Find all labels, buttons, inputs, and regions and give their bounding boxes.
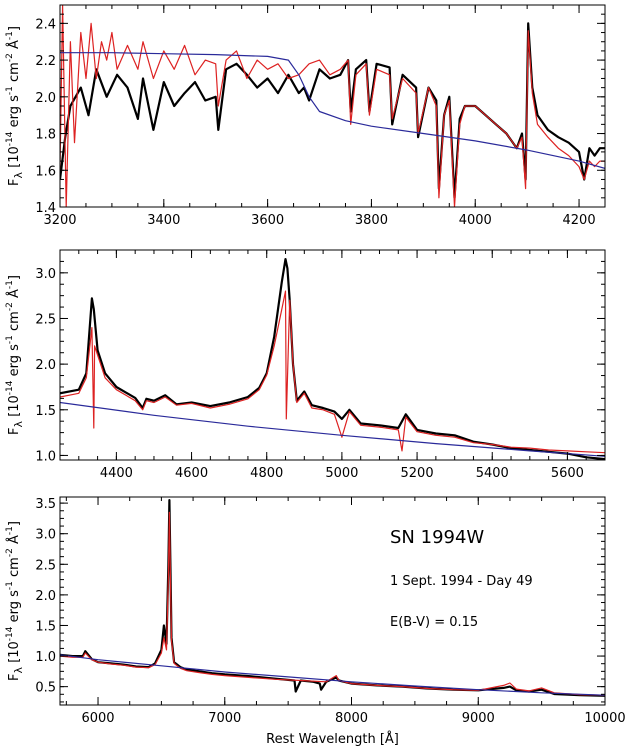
- y-axis-label: Fλ [10-14 erg s-1 cm-2 Å-1]: [5, 521, 25, 681]
- y-tick-label: 2.0: [35, 91, 56, 106]
- x-tick-label: 10000: [584, 711, 625, 726]
- x-tick-label: 7000: [208, 711, 241, 726]
- x-tick-label: 4400: [100, 466, 133, 481]
- y-label-exp14: -14: [5, 131, 15, 146]
- plot-frame: [59, 249, 606, 461]
- y-label-exp-ang: -1: [5, 526, 15, 535]
- y-label-f: F: [7, 673, 22, 680]
- series-line-0: [60, 499, 605, 697]
- y-tick-label: 2.0: [35, 358, 56, 373]
- series-group: [60, 5, 605, 207]
- x-tick-label: 3600: [251, 213, 284, 228]
- y-label-exp-s: -1: [5, 581, 15, 590]
- y-label-lambda: λ: [12, 171, 25, 178]
- y-tick-label: 1.8: [35, 128, 56, 143]
- y-label-lambda: λ: [12, 666, 25, 673]
- y-axis-label: Fλ [10-14 erg s-1 cm-2 Å-1]: [5, 275, 25, 435]
- x-tick-label: 3400: [147, 213, 180, 228]
- y-label-erg: erg s: [7, 95, 22, 132]
- x-tick-label: 5200: [401, 466, 434, 481]
- x-tick-label: 3800: [355, 213, 388, 228]
- series-line-2: [60, 52, 605, 169]
- y-label-ang: Å: [6, 535, 22, 548]
- series-line-0: [60, 258, 605, 460]
- plot-frame: [59, 496, 606, 706]
- annotation-date: 1 Sept. 1994 - Day 49: [390, 574, 533, 589]
- y-label-ten: [10: [7, 146, 22, 172]
- y-label-exp-s: -1: [5, 86, 15, 95]
- panel-top: 3200 3400 3600 3800 4000 4200 1.4 1.6 1.8 2.0 2.2 2…: [5, 4, 606, 228]
- y-label-cm: cm: [7, 311, 22, 335]
- y-label-ten: [10: [7, 641, 22, 667]
- y-tick-label: 1.5: [35, 619, 56, 634]
- x-tick-label: 5600: [551, 466, 584, 481]
- series-line-1: [60, 511, 605, 696]
- y-label-exp-ang: -1: [5, 31, 15, 40]
- x-tick-label: 8000: [335, 711, 368, 726]
- x-tick-label: 5000: [325, 466, 358, 481]
- series-group: [60, 258, 605, 460]
- y-label-exp14: -14: [5, 626, 15, 641]
- x-tick-label: 4200: [563, 213, 596, 228]
- y-tick-label: 2.5: [35, 558, 56, 573]
- y-label-cm: cm: [7, 62, 22, 86]
- x-axis-label: Rest Wavelength [Å]: [266, 731, 399, 747]
- y-label-close: ]: [7, 26, 22, 31]
- y-label-exp-ang: -1: [5, 280, 15, 289]
- annotation-extinction: E(B-V) = 0.15: [390, 615, 478, 630]
- y-label-exp-cm: -2: [5, 53, 15, 62]
- y-tick-label: 2.0: [35, 589, 56, 604]
- y-label-close: ]: [7, 521, 22, 526]
- x-tick-label: 3200: [43, 213, 76, 228]
- x-tick-label: 4600: [175, 466, 208, 481]
- y-axis-label: Fλ [10-14 erg s-1 cm-2 Å-1]: [5, 26, 25, 186]
- y-tick-label: 3.0: [35, 528, 56, 543]
- plot-frame: [59, 4, 606, 208]
- x-tick-label: 9000: [462, 711, 495, 726]
- x-tick-label: 4000: [459, 213, 492, 228]
- y-tick-label: 0.5: [35, 681, 56, 696]
- y-tick-label: 1.5: [35, 404, 56, 419]
- y-label-close: ]: [7, 275, 22, 280]
- y-tick-label: 2.5: [35, 312, 56, 327]
- y-label-ang: Å: [6, 40, 22, 53]
- series-line-2: [60, 654, 605, 696]
- y-label-f: F: [7, 178, 22, 185]
- y-label-cm: cm: [7, 557, 22, 581]
- y-label-erg: erg s: [7, 590, 22, 627]
- series-group: [60, 499, 605, 697]
- y-tick-label: 2.2: [35, 54, 56, 69]
- y-tick-label: 1.4: [35, 201, 56, 216]
- panel-middle: 4400 4600 4800 5000 5200 5400 5600 1.0 1.5 2.0 2.5…: [5, 249, 606, 481]
- y-label-ang: Å: [6, 289, 22, 302]
- series-line-2: [60, 401, 605, 457]
- panel-bottom: 6000 7000 8000 9000 10000 0.5 1.0 1.5 2.0 2.5 3.0 3…: [5, 496, 626, 747]
- y-tick-label: 1.6: [35, 164, 56, 179]
- y-tick-label: 1.0: [35, 449, 56, 464]
- y-tick-label: 1.0: [35, 650, 56, 665]
- y-label-f: F: [7, 427, 22, 434]
- y-tick-label: 2.4: [35, 17, 56, 32]
- y-label-exp-cm: -2: [5, 548, 15, 557]
- series-line-1: [60, 290, 605, 454]
- y-label-exp-cm: -2: [5, 302, 15, 311]
- y-label-exp14: -14: [5, 380, 15, 395]
- annotation-sn-name: SN 1994W: [390, 527, 484, 548]
- y-tick-label: 3.0: [35, 267, 56, 282]
- y-label-ten: [10: [7, 395, 22, 421]
- y-label-lambda: λ: [12, 420, 25, 427]
- y-label-erg: erg s: [7, 344, 22, 381]
- y-tick-label: 3.5: [35, 497, 56, 512]
- x-tick-label: 5400: [476, 466, 509, 481]
- y-label-exp-s: -1: [5, 335, 15, 344]
- x-tick-label: 6000: [81, 711, 114, 726]
- x-tick-label: 4800: [250, 466, 283, 481]
- series-line-1: [60, 5, 605, 207]
